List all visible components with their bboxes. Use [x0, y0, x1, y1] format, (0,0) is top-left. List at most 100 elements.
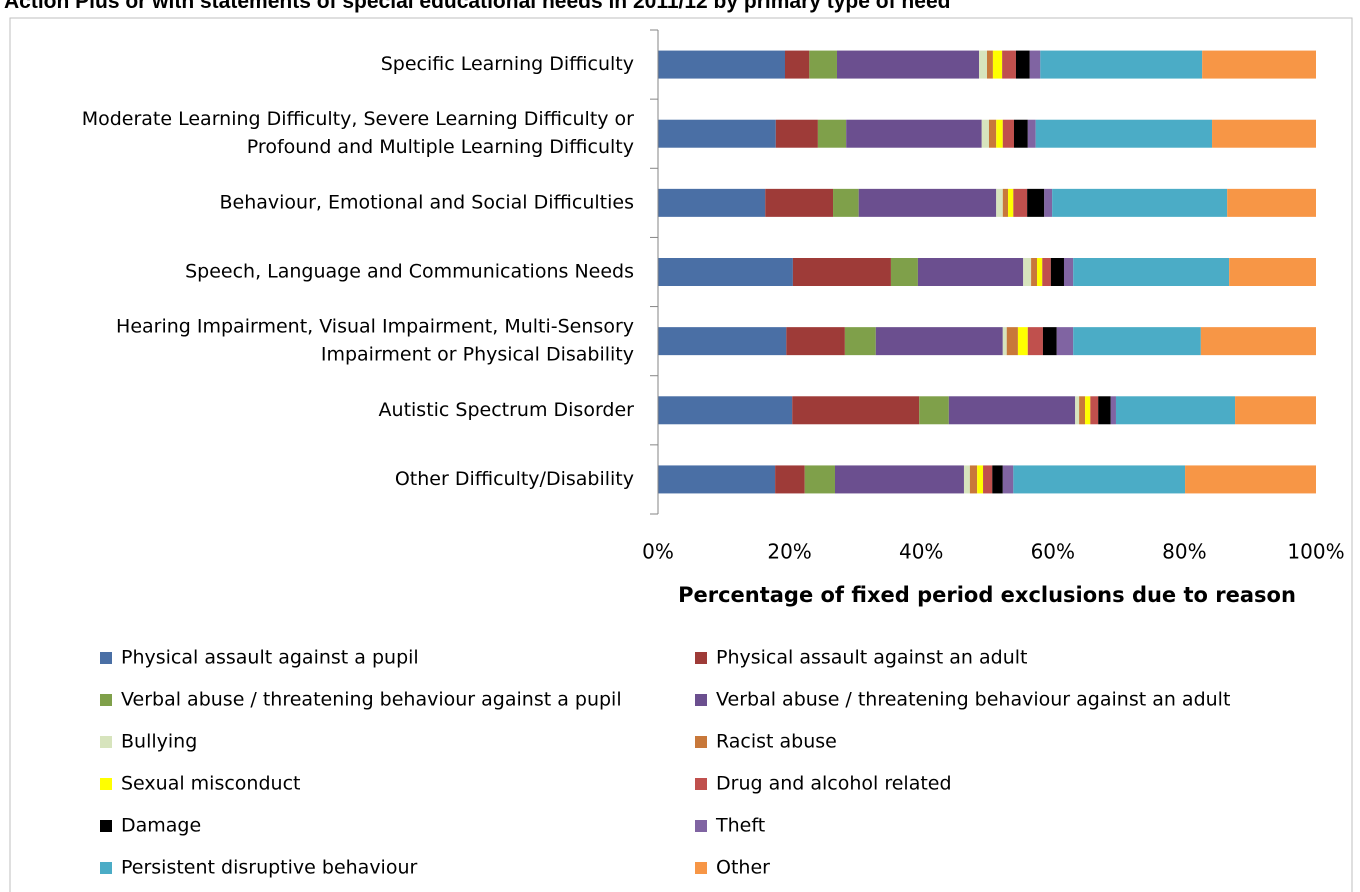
x-tick-label: 80%	[1162, 540, 1206, 564]
legend-label: Physical assault against an adult	[716, 647, 1027, 669]
bar-segment	[1029, 50, 1041, 79]
bar-segment	[1006, 327, 1018, 356]
bar-segment	[1073, 258, 1230, 286]
legend-label: Physical assault against a pupil	[121, 647, 419, 669]
bar-segment	[988, 119, 997, 148]
y-tick-label: Moderate Learning Difficulty, Severe Lea…	[82, 108, 634, 130]
bar-segment	[765, 188, 834, 217]
legend-label: Other	[716, 857, 770, 879]
bar-segment	[1079, 396, 1086, 425]
bar-segment	[1013, 465, 1186, 494]
legend-swatch	[695, 694, 707, 706]
y-tick-label: Profound and Multiple Learning Difficult…	[247, 136, 634, 158]
legend-label: Persistent disruptive behaviour	[121, 857, 418, 879]
bar-segment	[1200, 327, 1316, 356]
bar-segment	[1227, 188, 1316, 217]
x-tick-label: 0%	[642, 540, 674, 564]
bar-segment	[969, 465, 978, 494]
y-tick-label: Impairment or Physical Disability	[321, 344, 634, 366]
bar-segment	[890, 258, 918, 286]
bar-segment	[835, 465, 964, 494]
bar-segment	[786, 327, 845, 356]
bar-segment	[804, 465, 836, 494]
bar-segment	[996, 119, 1003, 148]
bar-segment	[1013, 119, 1028, 148]
y-tick-label: Other Difficulty/Disability	[395, 468, 634, 490]
bar-segment	[792, 396, 920, 425]
legend-swatch	[695, 820, 707, 832]
legend-swatch	[100, 820, 112, 832]
bar-segment	[1017, 327, 1028, 356]
bar-segment	[1115, 396, 1236, 425]
bar-segment	[809, 50, 837, 79]
x-tick-label: 40%	[899, 540, 943, 564]
bar-segment	[658, 50, 785, 79]
bar-segment	[1042, 327, 1057, 356]
bar-segment	[1212, 119, 1316, 148]
bar-segment	[775, 119, 818, 148]
legend-swatch	[695, 652, 707, 664]
legend-swatch	[695, 862, 707, 874]
bar-segment	[658, 119, 776, 148]
legend-swatch	[100, 778, 112, 790]
bar-segment	[979, 50, 987, 79]
bar-segment	[1015, 50, 1030, 79]
chart-frame	[9, 17, 1353, 892]
bar-segment	[658, 327, 787, 356]
x-tick-label: 60%	[1031, 540, 1075, 564]
legend-label: Verbal abuse / threatening behaviour aga…	[716, 689, 1230, 711]
legend-label: Racist abuse	[716, 731, 837, 753]
legend-label: Bullying	[121, 731, 197, 753]
bar-segment	[1027, 119, 1036, 148]
bar-segment	[1052, 188, 1228, 217]
legend-label: Theft	[715, 815, 765, 837]
bar-segment	[917, 258, 1024, 286]
bar-segment	[1013, 188, 1028, 217]
bar-segment	[983, 465, 993, 494]
bar-segment	[1008, 188, 1014, 217]
bar-segment	[1035, 119, 1213, 148]
bar-segment	[1002, 327, 1007, 356]
y-tick-label: Behaviour, Emotional and Social Difficul…	[219, 191, 634, 213]
bar-segment	[817, 119, 847, 148]
bar-segment	[1002, 188, 1009, 217]
bar-segment	[1027, 327, 1043, 356]
bar-segment	[1090, 396, 1099, 425]
y-tick-label: Hearing Impairment, Visual Impairment, M…	[116, 316, 634, 338]
bar-segment	[987, 50, 993, 79]
bar-segment	[948, 396, 1076, 425]
bar-segment	[1037, 258, 1043, 286]
bar-segment	[919, 396, 949, 425]
legend-swatch	[100, 652, 112, 664]
bar-segment	[792, 258, 891, 286]
legend-swatch	[100, 862, 112, 874]
bar-segment	[784, 50, 810, 79]
bar-segment	[992, 465, 1003, 494]
legend-swatch	[695, 736, 707, 748]
x-tick-label: 100%	[1287, 540, 1344, 564]
bar-segment	[1229, 258, 1316, 286]
legend-label: Damage	[121, 815, 201, 837]
bar-segment	[1185, 465, 1316, 494]
bar-segment	[1073, 327, 1201, 356]
legend-label: Verbal abuse / threatening behaviour aga…	[121, 689, 622, 711]
bar-segment	[996, 188, 1003, 217]
bar-segment	[1050, 258, 1064, 286]
bar-segment	[977, 465, 984, 494]
bar-segment	[858, 188, 997, 217]
bar-segment	[1075, 396, 1080, 425]
bar-segment	[1202, 50, 1316, 79]
y-tick-label: Speech, Language and Communications Need…	[185, 261, 634, 283]
chart-title: Action Plus or with statements of specia…	[4, 0, 950, 13]
bar-segment	[1063, 258, 1074, 286]
legend-label: Drug and alcohol related	[716, 773, 952, 795]
bar-segment	[658, 188, 766, 217]
bar-segment	[1085, 396, 1091, 425]
x-axis-label: Percentage of fixed period exclusions du…	[678, 583, 1296, 607]
bar-segment	[844, 327, 876, 356]
bar-segment	[1023, 258, 1032, 286]
bar-segment	[963, 465, 970, 494]
bar-segment	[658, 465, 776, 494]
bar-segment	[981, 119, 989, 148]
